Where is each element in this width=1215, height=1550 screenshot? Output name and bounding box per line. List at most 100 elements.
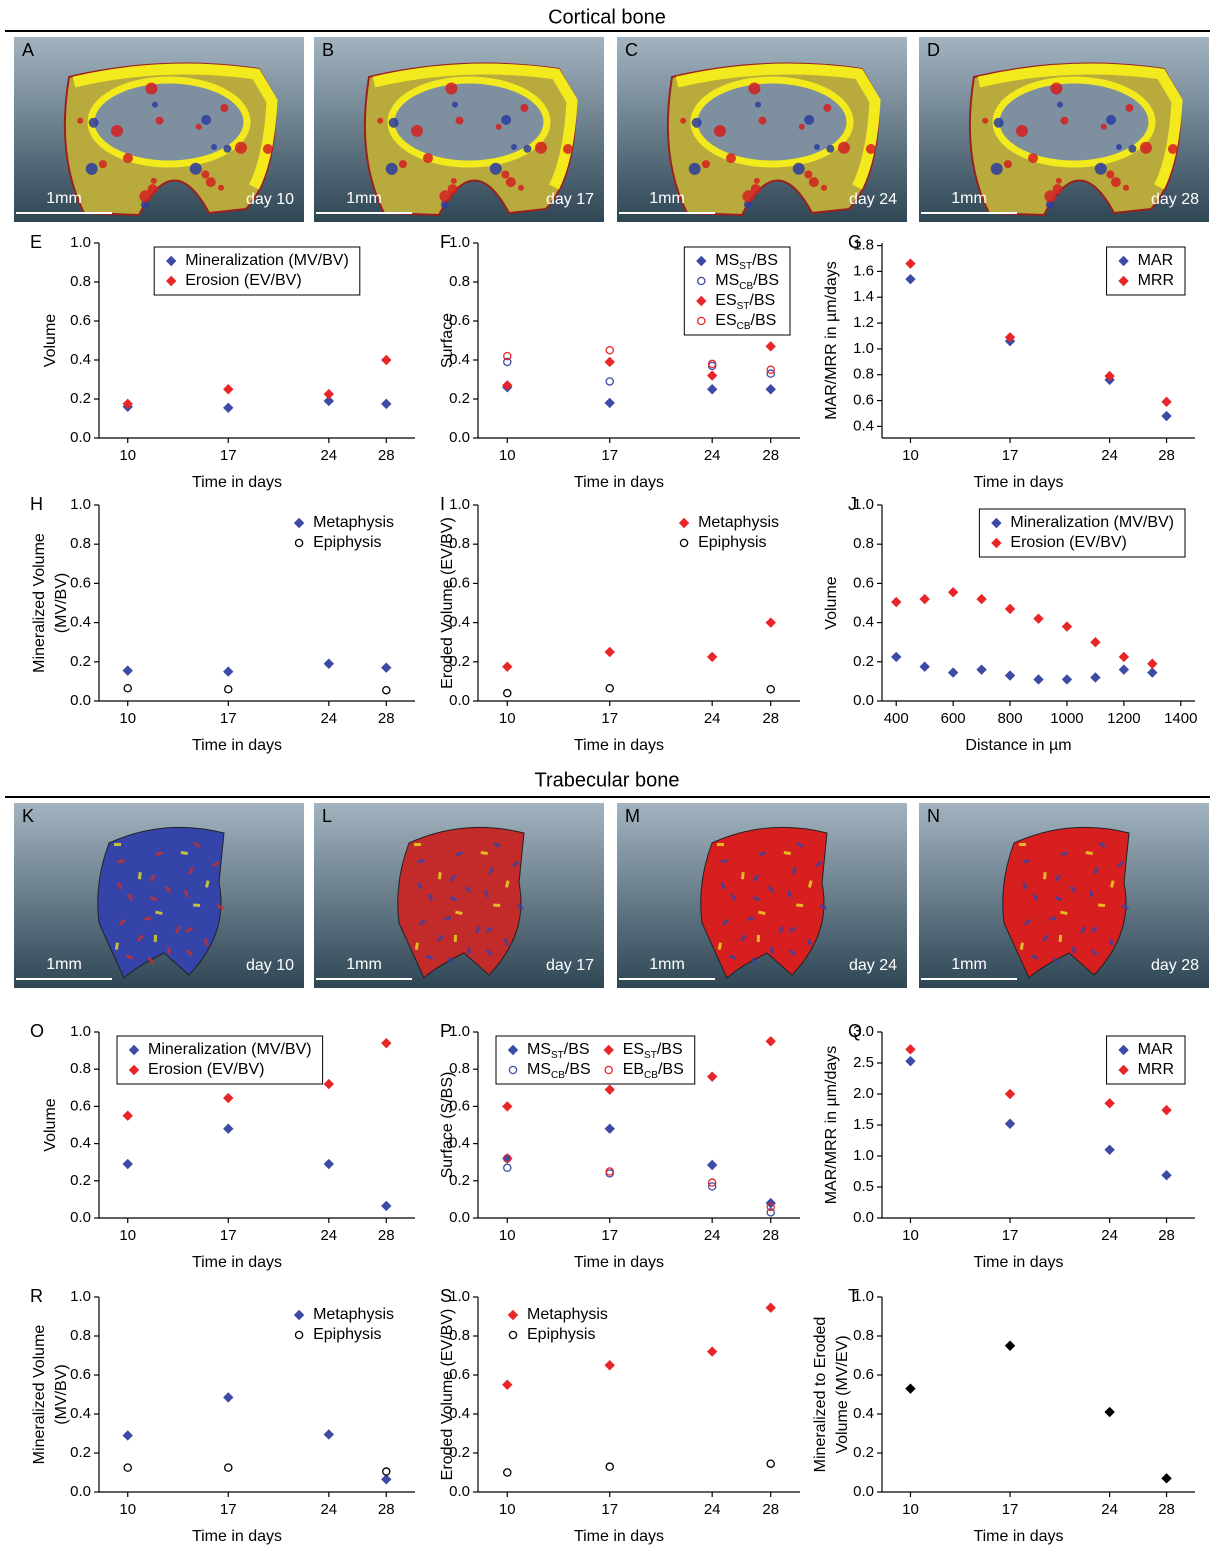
- scale-label: 1mm: [649, 956, 685, 973]
- legend-text: EB: [623, 1061, 644, 1078]
- x-tick-label: 10: [499, 447, 516, 464]
- figure: Cortical bone Trabecular bone A1mmday 10…: [0, 0, 1215, 1550]
- marker: [381, 399, 391, 409]
- y-tick-label: 0.4: [70, 351, 91, 368]
- bone-texture: [86, 163, 98, 175]
- bone-cavity: [91, 80, 247, 164]
- bone-texture: [223, 145, 231, 153]
- marker: [976, 664, 986, 674]
- y-tick-label: 1.0: [449, 234, 470, 251]
- legend-label: Metaphysis: [698, 514, 779, 531]
- bone-texture: [1004, 160, 1012, 168]
- legend-text: /BS: [658, 1061, 684, 1078]
- y-tick-label: 0.4: [853, 614, 874, 631]
- x-tick-label: 1000: [1050, 710, 1083, 727]
- marker: [1161, 1105, 1171, 1115]
- bone-texture: [1101, 124, 1107, 130]
- marker: [976, 594, 986, 604]
- marker: [504, 1164, 511, 1171]
- bone-texture: [196, 124, 202, 130]
- legend-label: Epiphysis: [527, 1326, 595, 1343]
- marker: [1005, 670, 1015, 680]
- bone-texture: [506, 177, 516, 187]
- bone-texture: [89, 118, 99, 128]
- x-tick-label: 400: [884, 710, 909, 727]
- x-tick-label: 24: [320, 710, 337, 727]
- legend-subscript: CB: [644, 1070, 658, 1081]
- marker: [605, 1360, 615, 1370]
- y-tick-label: 0.0: [449, 692, 470, 709]
- x-tick-label: 28: [378, 447, 395, 464]
- bone-texture: [190, 163, 202, 175]
- marker: [381, 355, 391, 365]
- marker: [124, 1464, 131, 1471]
- bone-texture: [1168, 144, 1178, 154]
- legend-text: /BS: [752, 252, 778, 269]
- bone-texture: [1106, 115, 1116, 125]
- bone-texture: [456, 117, 464, 125]
- y-axis-title: Surface: [439, 313, 456, 368]
- trabecular-texture: [414, 843, 421, 846]
- bone-texture: [211, 144, 217, 150]
- bone-texture: [123, 153, 133, 163]
- y-tick-label: 0.6: [853, 574, 874, 591]
- marker: [1104, 1145, 1114, 1155]
- x-tick-label: 28: [762, 710, 779, 727]
- panel-letter: M: [625, 806, 640, 826]
- y-tick-label: 1.0: [853, 1288, 874, 1305]
- bone-texture: [823, 104, 831, 112]
- x-tick-label: 17: [601, 1501, 618, 1518]
- legend-label: Mineralization (MV/BV): [1010, 514, 1174, 531]
- y-axis-title: Volume: [823, 576, 840, 629]
- y-tick-label: 1.0: [70, 1288, 91, 1305]
- marker: [606, 685, 613, 692]
- legend: Mineralization (MV/BV)Erosion (EV/BV): [154, 247, 360, 295]
- legend-marker: [295, 539, 302, 546]
- y-tick-label: 0.2: [70, 1444, 91, 1461]
- y-tick-label: 0.6: [70, 574, 91, 591]
- marker: [606, 378, 613, 385]
- legend: Mineralization (MV/BV)Erosion (EV/BV): [979, 509, 1185, 557]
- y-tick-label: 0.8: [70, 535, 91, 552]
- marker: [324, 1079, 334, 1089]
- bone-texture: [535, 142, 547, 154]
- x-tick-label: 17: [1002, 1501, 1019, 1518]
- marker: [766, 384, 776, 394]
- legend-text: MRR: [1138, 1061, 1174, 1078]
- marker: [1119, 652, 1129, 662]
- bone-texture: [1056, 178, 1062, 184]
- marker: [766, 617, 776, 627]
- marker: [381, 1038, 391, 1048]
- x-axis-title: Time in days: [574, 1528, 664, 1545]
- x-tick-label: 17: [1002, 447, 1019, 464]
- marker: [504, 690, 511, 697]
- legend-text: Erosion (EV/BV): [148, 1061, 264, 1078]
- legend-label: Metaphysis: [313, 1306, 394, 1323]
- marker: [605, 357, 615, 367]
- y-tick-label: 1.0: [853, 1147, 874, 1164]
- legend-text: Metaphysis: [313, 1306, 394, 1323]
- bone-texture: [220, 104, 228, 112]
- marker: [1033, 613, 1043, 623]
- x-tick-label: 17: [601, 1227, 618, 1244]
- panel-letter: D: [927, 40, 940, 60]
- y-axis-title: MAR/MRR in µm/days: [823, 261, 840, 420]
- bone-texture: [377, 118, 383, 124]
- scale-label: 1mm: [46, 956, 82, 973]
- marker: [707, 1071, 717, 1081]
- bone-texture: [759, 117, 767, 125]
- marker: [502, 1101, 512, 1111]
- trabecular-texture: [114, 843, 121, 846]
- marker: [324, 389, 334, 399]
- marker: [502, 1380, 512, 1390]
- legend-text: Mineralization (MV/BV): [148, 1041, 312, 1058]
- legend-marker: [294, 1310, 304, 1320]
- legend-marker: [508, 1310, 518, 1320]
- day-label: day 10: [246, 957, 294, 974]
- x-axis-title: Time in days: [574, 737, 664, 754]
- bone-texture: [755, 102, 761, 108]
- day-label: day 10: [246, 191, 294, 208]
- legend-marker: [295, 1331, 302, 1338]
- image-panel: K1mmday 10: [14, 803, 304, 988]
